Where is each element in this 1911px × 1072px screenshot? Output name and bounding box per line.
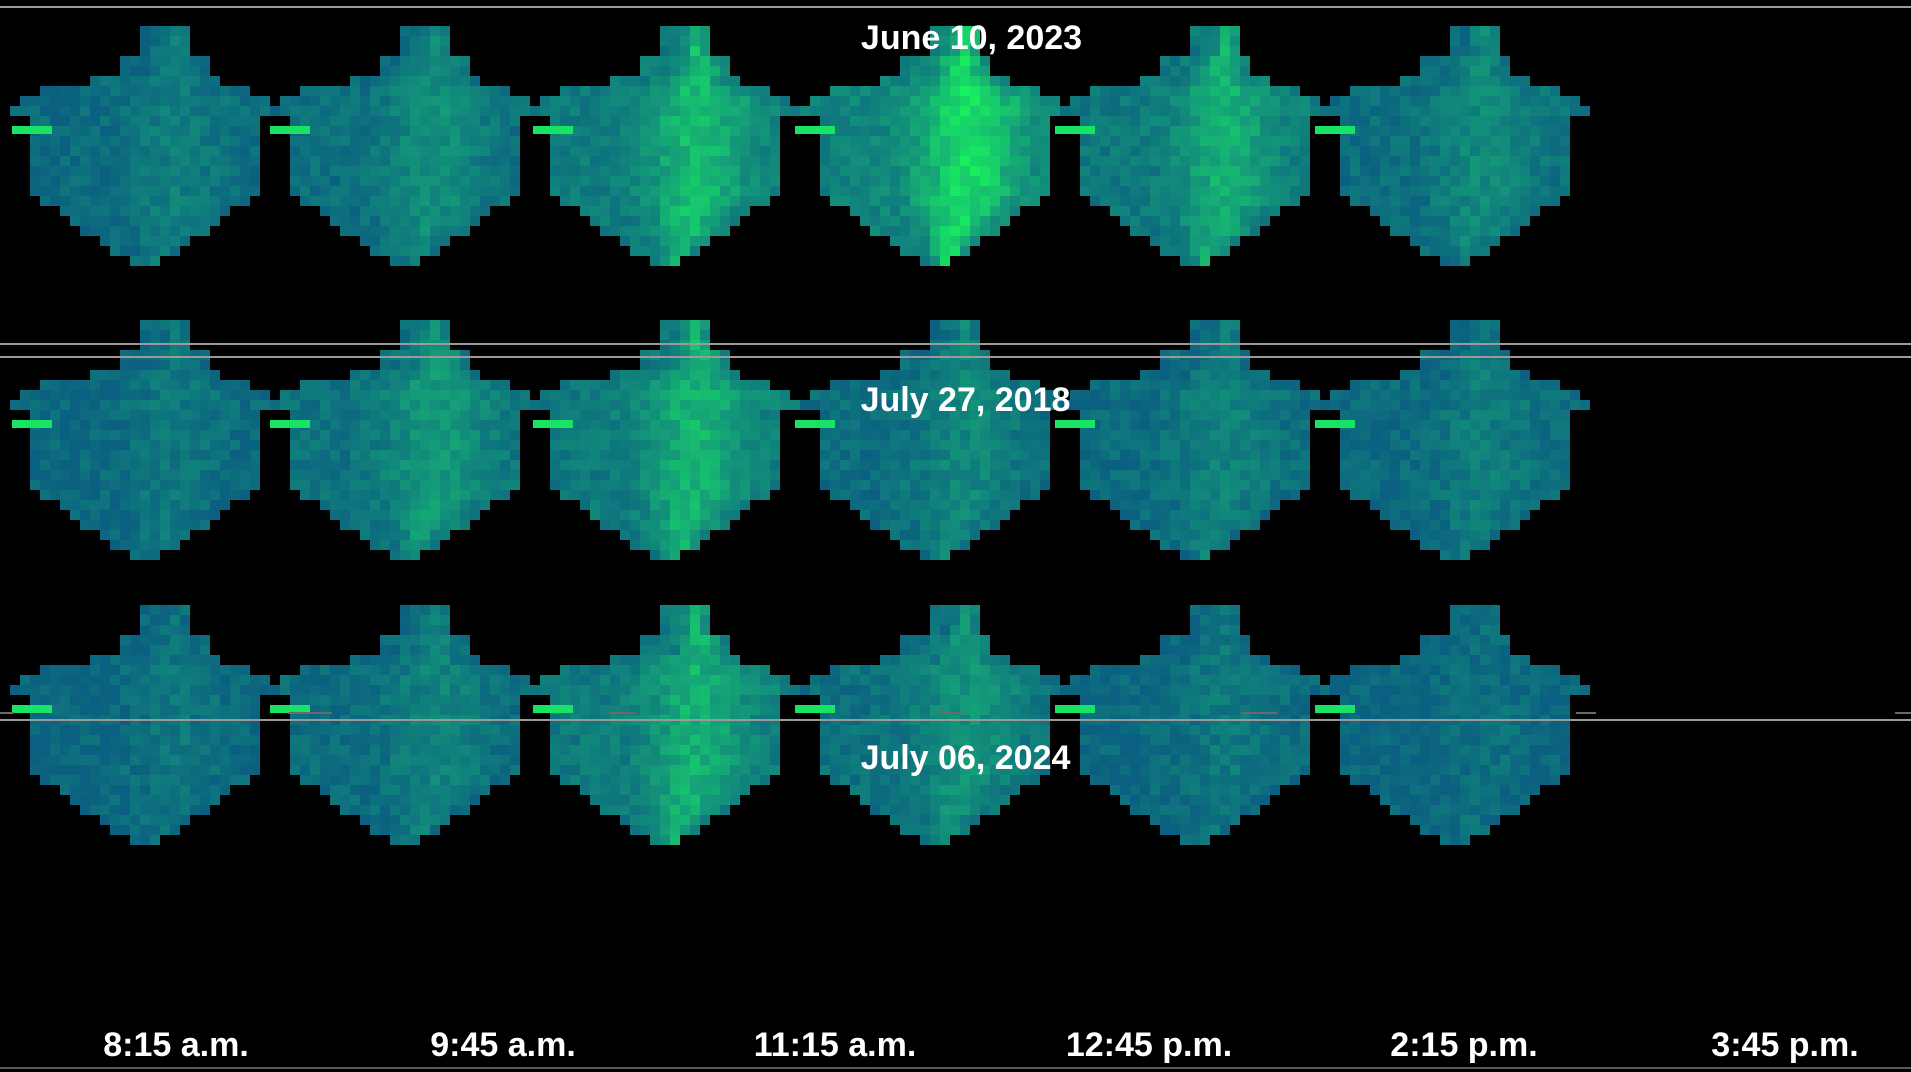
heat-map-cell bbox=[1315, 605, 1590, 845]
top-border-line bbox=[0, 6, 1911, 8]
heat-map-cell bbox=[1055, 320, 1330, 560]
heat-map-cell bbox=[795, 26, 1070, 266]
time-label-9-45-am: 9:45 a.m. bbox=[430, 1026, 576, 1064]
row-title-july-06-2024: July 06, 2024 bbox=[860, 739, 1071, 777]
heat-map-cell bbox=[270, 26, 540, 266]
tick-mark bbox=[0, 712, 14, 714]
row-title-june-10-2023: June 10, 2023 bbox=[860, 19, 1083, 57]
time-label-11-15-am: 11:15 a.m. bbox=[753, 1026, 917, 1064]
heat-map-cell bbox=[270, 605, 540, 845]
row-separator-2 bbox=[0, 356, 1911, 358]
row-separator-1 bbox=[0, 343, 1911, 345]
bottom-border-line bbox=[0, 1067, 1911, 1069]
tick-mark bbox=[610, 712, 636, 714]
heat-map-cell bbox=[1315, 320, 1590, 560]
tick-mark bbox=[288, 712, 332, 714]
heat-map-cell bbox=[1055, 605, 1330, 845]
heat-map-cell bbox=[10, 605, 280, 845]
heat-map-cell bbox=[10, 26, 280, 266]
heat-map-cell bbox=[530, 26, 800, 266]
heat-map-cell bbox=[270, 320, 540, 560]
heat-map-cell bbox=[1055, 26, 1330, 266]
time-label-8-15-am: 8:15 a.m. bbox=[103, 1026, 249, 1064]
row-title-july-27-2018: July 27, 2018 bbox=[860, 381, 1071, 419]
tick-mark bbox=[1895, 712, 1911, 714]
heat-map-cell bbox=[795, 605, 1070, 845]
heat-map-cell bbox=[530, 320, 800, 560]
tick-mark bbox=[1241, 712, 1277, 714]
time-label-3-45-pm: 3:45 p.m. bbox=[1711, 1026, 1859, 1064]
tick-mark bbox=[938, 712, 964, 714]
heat-map-cell bbox=[10, 320, 280, 560]
tick-mark bbox=[1576, 712, 1596, 714]
time-label-2-15-pm: 2:15 p.m. bbox=[1390, 1026, 1538, 1064]
time-label-12-45-pm: 12:45 p.m. bbox=[1065, 1026, 1233, 1064]
heat-map-cell bbox=[530, 605, 800, 845]
row-separator-3 bbox=[0, 719, 1911, 721]
heat-map-cell bbox=[1315, 26, 1590, 266]
map-grid bbox=[10, 26, 1590, 845]
